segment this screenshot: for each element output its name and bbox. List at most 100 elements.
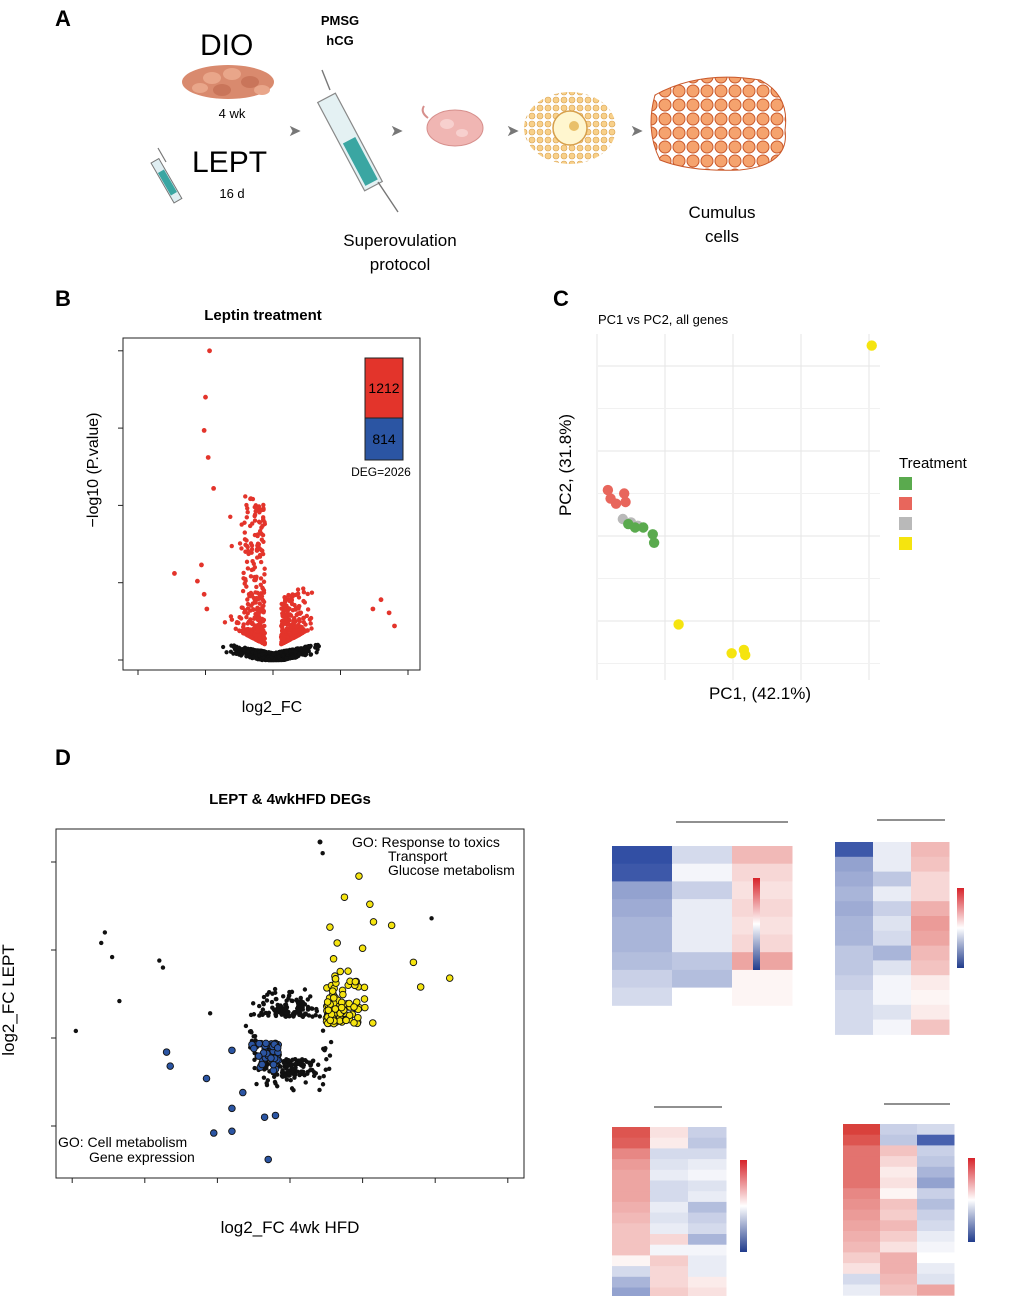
heatmap-cell	[688, 1180, 727, 1192]
scatter-point-down	[258, 1060, 266, 1069]
legend-title: Treatment	[899, 455, 968, 472]
heatmap-cell	[843, 1198, 881, 1211]
scatter-point-up	[350, 1019, 358, 1027]
volcano-point	[261, 603, 266, 608]
panel-d: D LEPT & 4wkHFD DEGs log2_FC 4wk HFD log…	[0, 745, 525, 1237]
volcano-point	[260, 597, 265, 602]
scatter-point	[292, 1075, 297, 1080]
scatter-point	[288, 1078, 293, 1083]
heatmap-cell	[873, 945, 912, 961]
volcano-highlight-point	[204, 606, 210, 612]
volcano-point	[244, 627, 249, 632]
scatter-point	[317, 1075, 322, 1080]
scatter-point	[265, 992, 270, 997]
heatmap-cell	[835, 975, 874, 991]
small-syringe-image	[150, 147, 183, 204]
scatter-point-up	[337, 1003, 346, 1012]
volcano-point	[283, 616, 288, 621]
heatmap-cell	[650, 1201, 689, 1214]
heatmap-cell	[911, 916, 950, 932]
volcano-point	[309, 590, 315, 595]
heatmap-cell	[873, 975, 912, 991]
heatmap-cell	[732, 863, 793, 882]
heatmap-cell	[650, 1223, 689, 1235]
heatmap-cell	[873, 842, 912, 858]
heatmap-cell	[688, 1266, 727, 1278]
scatter-point	[310, 1006, 315, 1011]
scatter-point	[286, 996, 291, 1001]
arrow-icon: ➤	[506, 123, 519, 140]
scatter-point	[279, 1012, 284, 1017]
volcano-point	[285, 638, 291, 643]
scatter-highlight-down	[264, 1155, 272, 1164]
volcano-point	[258, 576, 264, 581]
scatter-point	[291, 1014, 296, 1019]
scatter-point	[252, 1065, 257, 1071]
volcano-point	[245, 606, 251, 611]
heatmap-f	[835, 819, 964, 1035]
scatter-point	[266, 1010, 272, 1015]
volcano-highlight-point	[378, 597, 384, 603]
volcano-point	[254, 632, 260, 638]
scatter-point	[322, 1047, 327, 1053]
volcano-point	[245, 510, 250, 515]
scatter-highlight-up	[340, 893, 349, 901]
scatter-point	[316, 1062, 321, 1067]
heatmap-cell	[843, 1188, 881, 1200]
heatmap-cell	[880, 1263, 918, 1275]
go-up-bullet	[317, 839, 323, 845]
volcano-point	[256, 652, 262, 658]
heatmap-cell	[880, 1166, 918, 1178]
volcano-point	[294, 624, 299, 629]
heatmap-cell	[688, 1127, 727, 1139]
volcano-point	[241, 570, 246, 576]
volcano-point	[229, 543, 234, 549]
legend-swatch	[899, 517, 912, 530]
heatmap-cell	[835, 990, 874, 1006]
heatmap-cell	[843, 1177, 881, 1189]
heatmap-cell	[873, 886, 912, 902]
heatmap-cell	[917, 1231, 955, 1243]
volcano-point	[266, 657, 271, 663]
volcano-point	[243, 494, 248, 499]
scatter-highlight-up	[326, 923, 334, 931]
volcano-highlight-point	[211, 485, 217, 491]
heatmap-cell	[911, 1004, 950, 1021]
scatter-point	[286, 1058, 291, 1063]
scatter-point	[293, 1061, 298, 1067]
heatmap-cell	[917, 1220, 955, 1232]
volcano-point	[288, 624, 293, 629]
volcano-point	[301, 590, 307, 595]
volcano-point	[241, 631, 247, 636]
volcano-point	[284, 656, 289, 661]
heatmap-cell	[612, 1148, 651, 1160]
heatmap-cell	[911, 856, 950, 873]
volcano-point	[237, 541, 243, 546]
cumulus-line2: cells	[705, 227, 739, 246]
heatmap-cell	[843, 1220, 881, 1232]
heatmap-cell	[880, 1209, 918, 1221]
heatmap-cell	[612, 1287, 651, 1296]
volcano-point	[295, 587, 301, 592]
y-axis-label: −log10 (P.value)	[85, 413, 102, 528]
scatter-point	[157, 958, 162, 963]
heatmap-cell	[917, 1263, 955, 1275]
scatter-point-up	[323, 998, 332, 1006]
heatmap-cell	[650, 1180, 689, 1192]
scatter-point	[327, 1053, 333, 1058]
volcano-point	[252, 513, 257, 519]
volcano-point	[250, 521, 255, 526]
volcano-point	[261, 590, 267, 595]
ovary-image	[421, 105, 484, 147]
heatmap-cell	[911, 842, 950, 858]
pca-point	[610, 498, 622, 509]
heatmap-cell	[873, 990, 912, 1006]
volcano-highlight-point	[370, 606, 376, 612]
heatmap-cell	[650, 1137, 689, 1149]
scatter-highlight-up	[416, 983, 425, 991]
pca-point	[673, 619, 684, 630]
volcano-highlight-point	[386, 610, 392, 616]
heatmap-cell	[732, 881, 793, 900]
volcano-point	[253, 590, 258, 595]
heatmap-cell	[688, 1201, 727, 1214]
